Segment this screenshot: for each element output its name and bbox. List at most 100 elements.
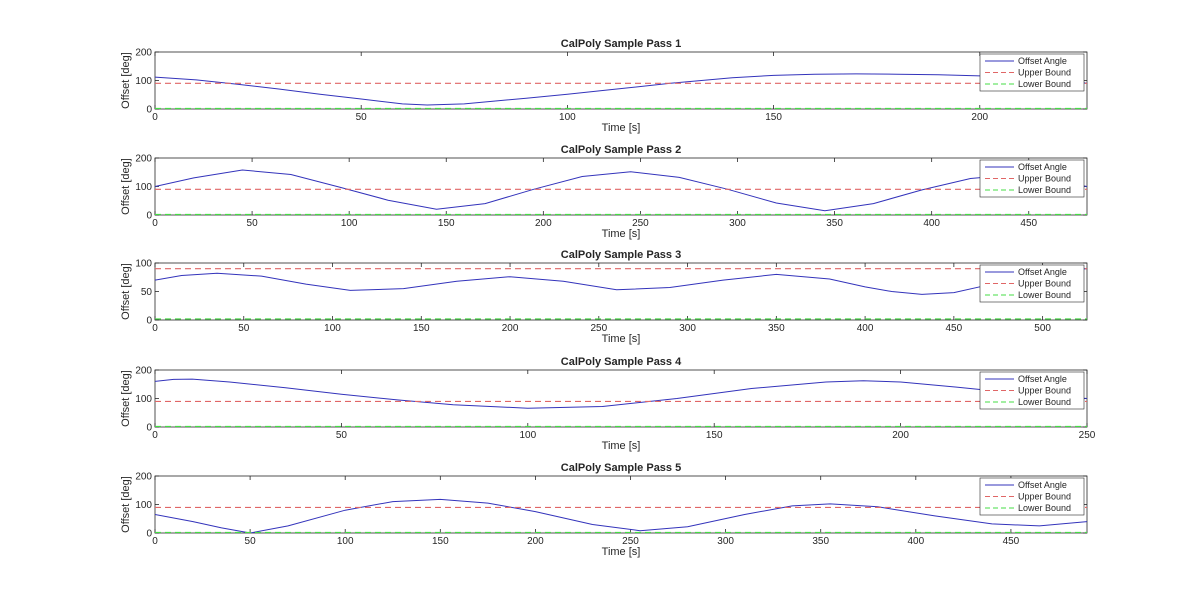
y-tick-label: 0 (146, 105, 152, 116)
y-tick-label: 0 (146, 423, 152, 434)
subplot-title: CalPoly Sample Pass 4 (561, 356, 682, 368)
y-tick-label: 100 (135, 500, 152, 511)
y-tick-label: 50 (141, 287, 153, 298)
x-tick-label: 350 (768, 323, 785, 334)
legend-label: Offset Angle (1018, 374, 1067, 384)
subplot-1: CalPoly Sample Pass 1 0 50 100 150 200 0 100 200… (120, 38, 1088, 134)
plot-area (155, 169, 1087, 215)
series-line-offset-angle (155, 73, 1087, 106)
legend-label: Offset Angle (1018, 162, 1067, 172)
y-tick-label: 100 (135, 394, 152, 405)
x-tick-label: 100 (559, 112, 576, 123)
x-tick-label: 100 (324, 323, 341, 334)
x-tick-label: 0 (152, 536, 158, 547)
x-tick-label: 0 (152, 218, 158, 229)
legend-label: Lower Bound (1018, 397, 1071, 407)
x-tick-label: 100 (341, 218, 358, 229)
subplot-title: CalPoly Sample Pass 3 (561, 249, 681, 261)
legend-label: Upper Bound (1018, 492, 1071, 502)
x-tick-label: 0 (152, 430, 158, 441)
plot-area (155, 73, 1087, 109)
y-tick-label: 100 (135, 76, 152, 87)
x-tick-label: 200 (892, 430, 909, 441)
x-tick-label: 100 (519, 430, 536, 441)
legend-label: Upper Bound (1018, 386, 1071, 396)
subplot-4: CalPoly Sample Pass 4 0 50 100 150 200 250 0 100… (120, 356, 1096, 452)
x-axis-label: Time [s] (602, 228, 641, 240)
y-tick-label: 0 (146, 211, 152, 222)
subplot-5: CalPoly Sample Pass 5 0 50 100 150 200 250 300 3… (120, 462, 1088, 558)
axes-box (154, 51, 1088, 110)
y-axis-label: Offset [deg] (120, 476, 132, 533)
x-tick-label: 250 (622, 536, 639, 547)
axes-box (154, 262, 1088, 321)
x-tick-label: 350 (826, 218, 843, 229)
subplot-2: CalPoly Sample Pass 2 0 50 100 150 200 250 300 3… (120, 144, 1088, 240)
x-tick-label: 300 (679, 323, 696, 334)
x-tick-label: 450 (1020, 218, 1037, 229)
x-axis-label: Time [s] (602, 440, 641, 452)
legend-label: Lower Bound (1018, 185, 1071, 195)
x-tick-label: 150 (432, 536, 449, 547)
x-axis-label: Time [s] (602, 333, 641, 345)
plot-area (155, 268, 1087, 320)
axes-box (154, 369, 1088, 428)
y-tick-label: 200 (135, 154, 152, 165)
x-tick-label: 250 (590, 323, 607, 334)
x-tick-label: 50 (238, 323, 250, 334)
series-line-offset-angle (155, 169, 1087, 212)
legend-label: Offset Angle (1018, 267, 1067, 277)
legend-label: Upper Bound (1018, 68, 1071, 78)
y-axis-label: Offset [deg] (120, 263, 132, 320)
x-tick-label: 100 (337, 536, 354, 547)
series-line-offset-angle (155, 498, 1087, 533)
subplot-title: CalPoly Sample Pass 2 (561, 144, 681, 156)
x-tick-label: 400 (857, 323, 874, 334)
x-tick-label: 150 (413, 323, 430, 334)
plot-area (155, 498, 1087, 533)
legend-label: Lower Bound (1018, 79, 1071, 89)
x-tick-label: 450 (946, 323, 963, 334)
x-tick-label: 200 (971, 112, 988, 123)
x-tick-label: 300 (717, 536, 734, 547)
y-axis-label: Offset [deg] (120, 52, 132, 109)
legend-label: Lower Bound (1018, 290, 1071, 300)
x-tick-label: 50 (247, 218, 259, 229)
legend-label: Upper Bound (1018, 174, 1071, 184)
legend-label: Upper Bound (1018, 279, 1071, 289)
subplot-title: CalPoly Sample Pass 1 (561, 38, 681, 50)
x-tick-label: 0 (152, 323, 158, 334)
x-tick-label: 400 (907, 536, 924, 547)
x-tick-label: 150 (706, 430, 723, 441)
y-tick-label: 200 (135, 48, 152, 59)
x-tick-label: 250 (632, 218, 649, 229)
x-tick-label: 150 (765, 112, 782, 123)
x-tick-label: 0 (152, 112, 158, 123)
subplot-title: CalPoly Sample Pass 5 (561, 462, 681, 474)
y-tick-label: 100 (135, 259, 152, 270)
y-tick-label: 200 (135, 366, 152, 377)
series-line-offset-angle (155, 378, 1087, 409)
y-axis-label: Offset [deg] (120, 158, 132, 215)
x-axis-label: Time [s] (602, 546, 641, 558)
x-tick-label: 200 (502, 323, 519, 334)
x-tick-label: 50 (245, 536, 257, 547)
axes-box (154, 475, 1088, 534)
x-axis-label: Time [s] (602, 122, 641, 134)
y-axis-label: Offset [deg] (120, 370, 132, 427)
axes-box (154, 157, 1088, 216)
y-tick-label: 100 (135, 182, 152, 193)
series-line-offset-angle (155, 268, 1087, 295)
x-tick-label: 300 (729, 218, 746, 229)
x-tick-label: 250 (1079, 430, 1096, 441)
x-tick-label: 500 (1034, 323, 1051, 334)
legend-label: Lower Bound (1018, 503, 1071, 513)
legend-label: Offset Angle (1018, 56, 1067, 66)
x-tick-label: 200 (527, 536, 544, 547)
y-tick-label: 0 (146, 316, 152, 327)
